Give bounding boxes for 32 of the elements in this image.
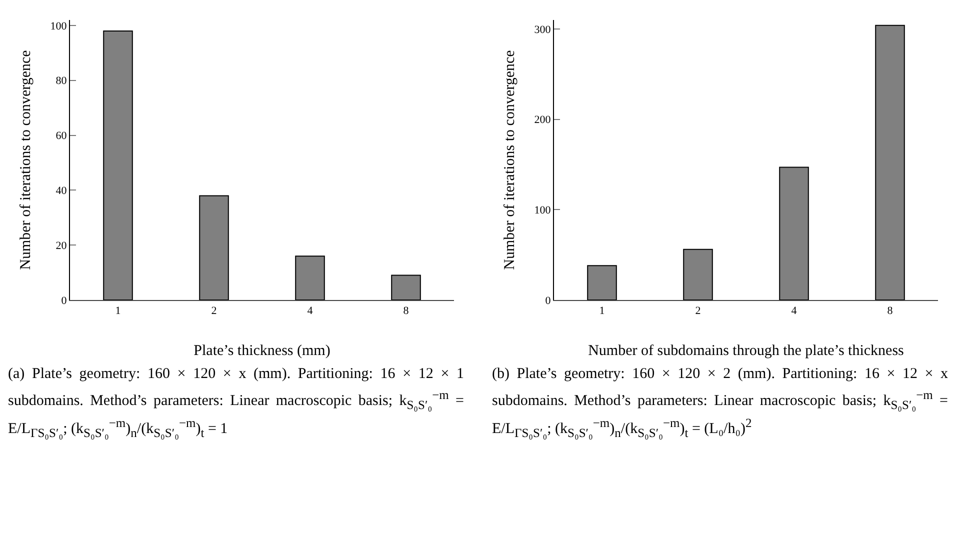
bar <box>779 166 809 300</box>
x-tick-label: 4 <box>791 305 798 318</box>
y-tick-label: 0 <box>545 294 552 307</box>
bar <box>875 24 905 300</box>
x-tick-label: 8 <box>403 305 410 318</box>
y-tick-label: 40 <box>56 185 68 198</box>
bar <box>103 30 133 300</box>
y-tick-label: 300 <box>534 24 552 36</box>
bar <box>199 195 229 300</box>
text: (a) Plate’s geometry: 160 × 120 × x (mm). Partitioning: 16 × 12 × 1 subdomains. Method’s parameters: Linear macroscopic basis; k$_{S₀S′₀}$$^{−m}$ = E/L$_{ΓS₀S′₀}$; (k$_{S₀S′₀}$$^{−m}$)$_{n}$/(k$_{S₀S′₀}$$^{−m}$)$_{t}$ = 1 <box>8 366 464 440</box>
bar <box>295 256 325 300</box>
x-tick-label: 2 <box>211 305 217 318</box>
bar <box>587 265 617 300</box>
bar <box>391 274 421 300</box>
y-tick-label: 20 <box>56 240 68 252</box>
y-tick-label: 100 <box>50 20 68 32</box>
y-tick-label: 0 <box>61 294 68 307</box>
x-tick-label: 2 <box>695 305 701 318</box>
x-tick-label: 1 <box>599 305 605 318</box>
y-axis-title: Number of iterations to convergence <box>502 50 518 270</box>
y-tick-label: 200 <box>534 114 552 126</box>
y-tick-label: 100 <box>534 204 552 217</box>
x-tick-label: 4 <box>307 305 314 318</box>
x-axis-title: Plate’s thickness (mm) <box>194 343 330 359</box>
x-tick-label: 8 <box>887 305 894 318</box>
x-axis-title: Number of subdomains through the plate’s thickness <box>588 343 904 359</box>
y-tick-label: 60 <box>56 130 68 142</box>
bar <box>683 248 713 300</box>
x-tick-label: 1 <box>115 305 121 318</box>
text: (b) Plate’s geometry: 160 × 120 × 2 (mm). Partitioning: 16 × 12 × x subdomains. Method’s parameters: Linear macroscopic basis; k$_{S₀S′₀}$$^{−m}$ = E/L$_{ΓS₀S′₀}$; (k$_{S₀S′₀}$$^{−m}$)$_{n}$/(k$_{S₀S′₀}$$^{−m}$)$_{t}$ = (L₀/h₀)$^{2}$ <box>492 366 948 440</box>
y-axis-title: Number of iterations to convergence <box>18 50 34 270</box>
y-tick-label: 80 <box>56 75 68 88</box>
